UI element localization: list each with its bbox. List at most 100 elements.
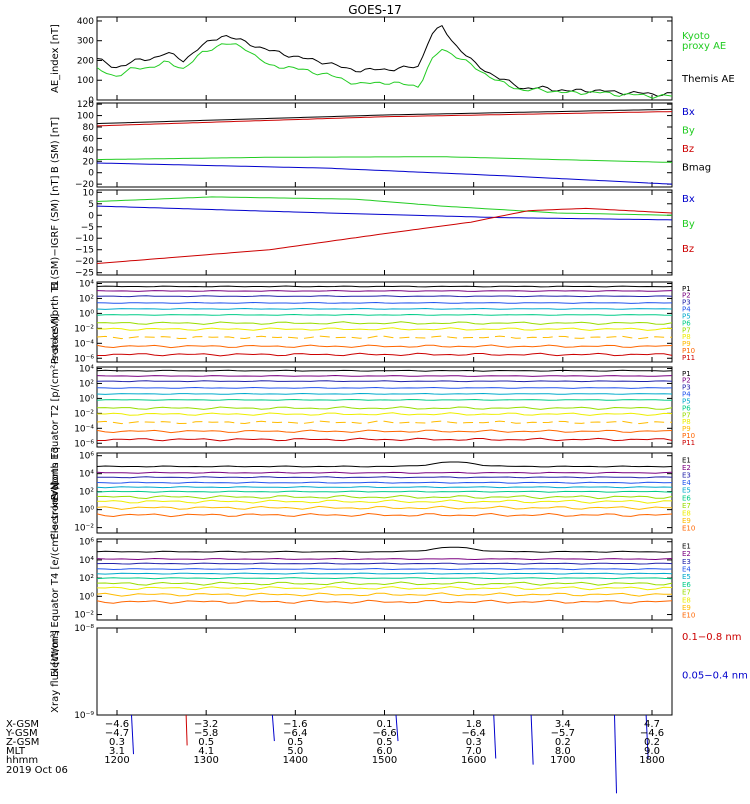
series-line-bx [96,205,673,221]
x-axis-value: −6.4 [462,728,486,739]
legend-entry: By [682,219,695,230]
y-tick-label: 400 [77,17,94,27]
legend-entry: Bx [682,107,695,118]
y-tick-label: 10⁻⁴ [74,339,94,349]
y-tick-label: 10⁻² [74,409,94,419]
x-axis-value: 5.0 [287,746,303,757]
y-tick-label: −25 [75,269,94,279]
x-axis-value: 1700 [550,755,575,766]
y-tick-label: 10⁴ [79,364,94,374]
y-tick-label: 100 [77,76,94,86]
legend-entry: 0.1−0.8 nm [682,632,741,643]
y-tick-label: 10 [83,188,95,198]
series-line-by [96,196,673,216]
channel-line-e9 [96,592,672,597]
channel-line-p10 [96,429,673,434]
legend-p7: P7 [682,411,691,419]
y-tick-label: 10⁻⁶ [74,354,94,364]
x-axis-value: 1800 [639,755,664,766]
legend-e6: E6 [682,494,691,502]
x-axis-value: 1400 [283,755,308,766]
x-axis-value: 4.1 [198,746,214,757]
channel-line-e6 [96,490,673,493]
x-axis-value: 9.0 [644,746,660,757]
y-tick-label: −15 [75,246,94,256]
channel-line-e6 [96,577,673,580]
legend-p2: P2 [682,377,691,385]
legend-p3: P3 [682,299,691,307]
y-tick-label: 0 [88,96,94,106]
legend-e1: E1 [682,456,691,464]
channel-line-p9 [96,335,672,340]
panel-frame-3 [96,189,673,276]
x-axis-value: 0.1 [377,719,393,730]
legend-entry: Themis AE [681,74,735,85]
x-axis-value: −1.6 [283,719,307,730]
x-axis-row-label: MLT [6,746,26,757]
x-axis-row-label: Z-GSM [6,737,39,748]
legend-p4: P4 [682,306,691,314]
legend-e4: E4 [682,479,691,487]
y-tick-label: 0 [88,211,94,221]
x-axis-value: −3.2 [194,719,218,730]
y-axis-label: Xray flux [W/m²] [50,630,61,713]
y-axis-label: Electrons Equator T4 [e/(cm²-s-sr-keV)] [50,482,61,677]
legend-p11: P11 [682,354,695,362]
y-tick-label: 200 [77,56,94,66]
x-axis-value: −5.7 [551,728,575,739]
legend-e9: E9 [682,517,691,525]
series-line-themis-ae [96,24,673,97]
plot-date: 2019 Oct 06 [6,765,68,776]
y-tick-label: 10⁴ [79,556,94,566]
legend-p7: P7 [682,326,691,334]
channel-line-p5 [96,392,673,395]
legend-e6: E6 [682,581,691,589]
series-line-bz [96,111,673,127]
channel-line-e10 [96,512,673,518]
y-axis-label: B (SM)−IGRF (SM) [nT] [50,175,61,289]
legend-e8: E8 [682,510,691,518]
y-tick-label: 10⁻⁹ [74,711,94,721]
y-tick-label: 10⁻² [74,611,94,621]
legend-e5: E5 [682,573,691,581]
channel-line-p11 [97,437,673,442]
y-tick-label: 10² [79,294,94,304]
legend-e3: E3 [682,558,691,566]
y-tick-label: 300 [77,37,94,47]
x-axis-value: 1500 [372,755,397,766]
legend-p6: P6 [682,319,691,327]
channel-line-p10 [96,344,673,349]
y-tick-label: 10⁶ [79,538,94,548]
legend-p6: P6 [682,404,691,412]
legend-entry: Bmag [682,163,711,174]
channel-line-p6 [96,398,673,401]
series-line-bz [96,207,673,264]
panel-frame-6 [96,452,673,534]
channel-line-e10 [96,599,673,604]
xray-spike [185,714,188,746]
channel-line-p8 [96,412,673,416]
channel-line-p11 [97,352,673,357]
channel-line-e4 [96,481,673,484]
xray-spike [271,714,275,742]
x-axis-value: 7.0 [466,746,482,757]
series-line-kyoto-proxy-ae [96,43,673,99]
legend-e7: E7 [682,502,691,510]
y-axis-label: AE_index [nT] [50,24,61,93]
xray-spike [395,714,399,742]
legend-entry: Bz [682,144,694,155]
legend-e9: E9 [682,604,691,612]
legend-e5: E5 [682,487,691,495]
xray-spike [131,714,134,755]
legend-p10: P10 [682,432,695,440]
x-axis-value: 6.0 [377,746,393,757]
y-axis-label: Protons Equator T2 [p/(cm²-s-sr-keV)] [50,314,61,501]
y-axis-label: Protons North T1 [50,280,61,364]
y-tick-label: −20 [75,257,94,267]
channel-line-p7 [96,321,673,325]
legend-entry: Bx [682,194,695,205]
x-axis-value: 0.5 [287,737,303,748]
xray-spike [645,714,649,759]
